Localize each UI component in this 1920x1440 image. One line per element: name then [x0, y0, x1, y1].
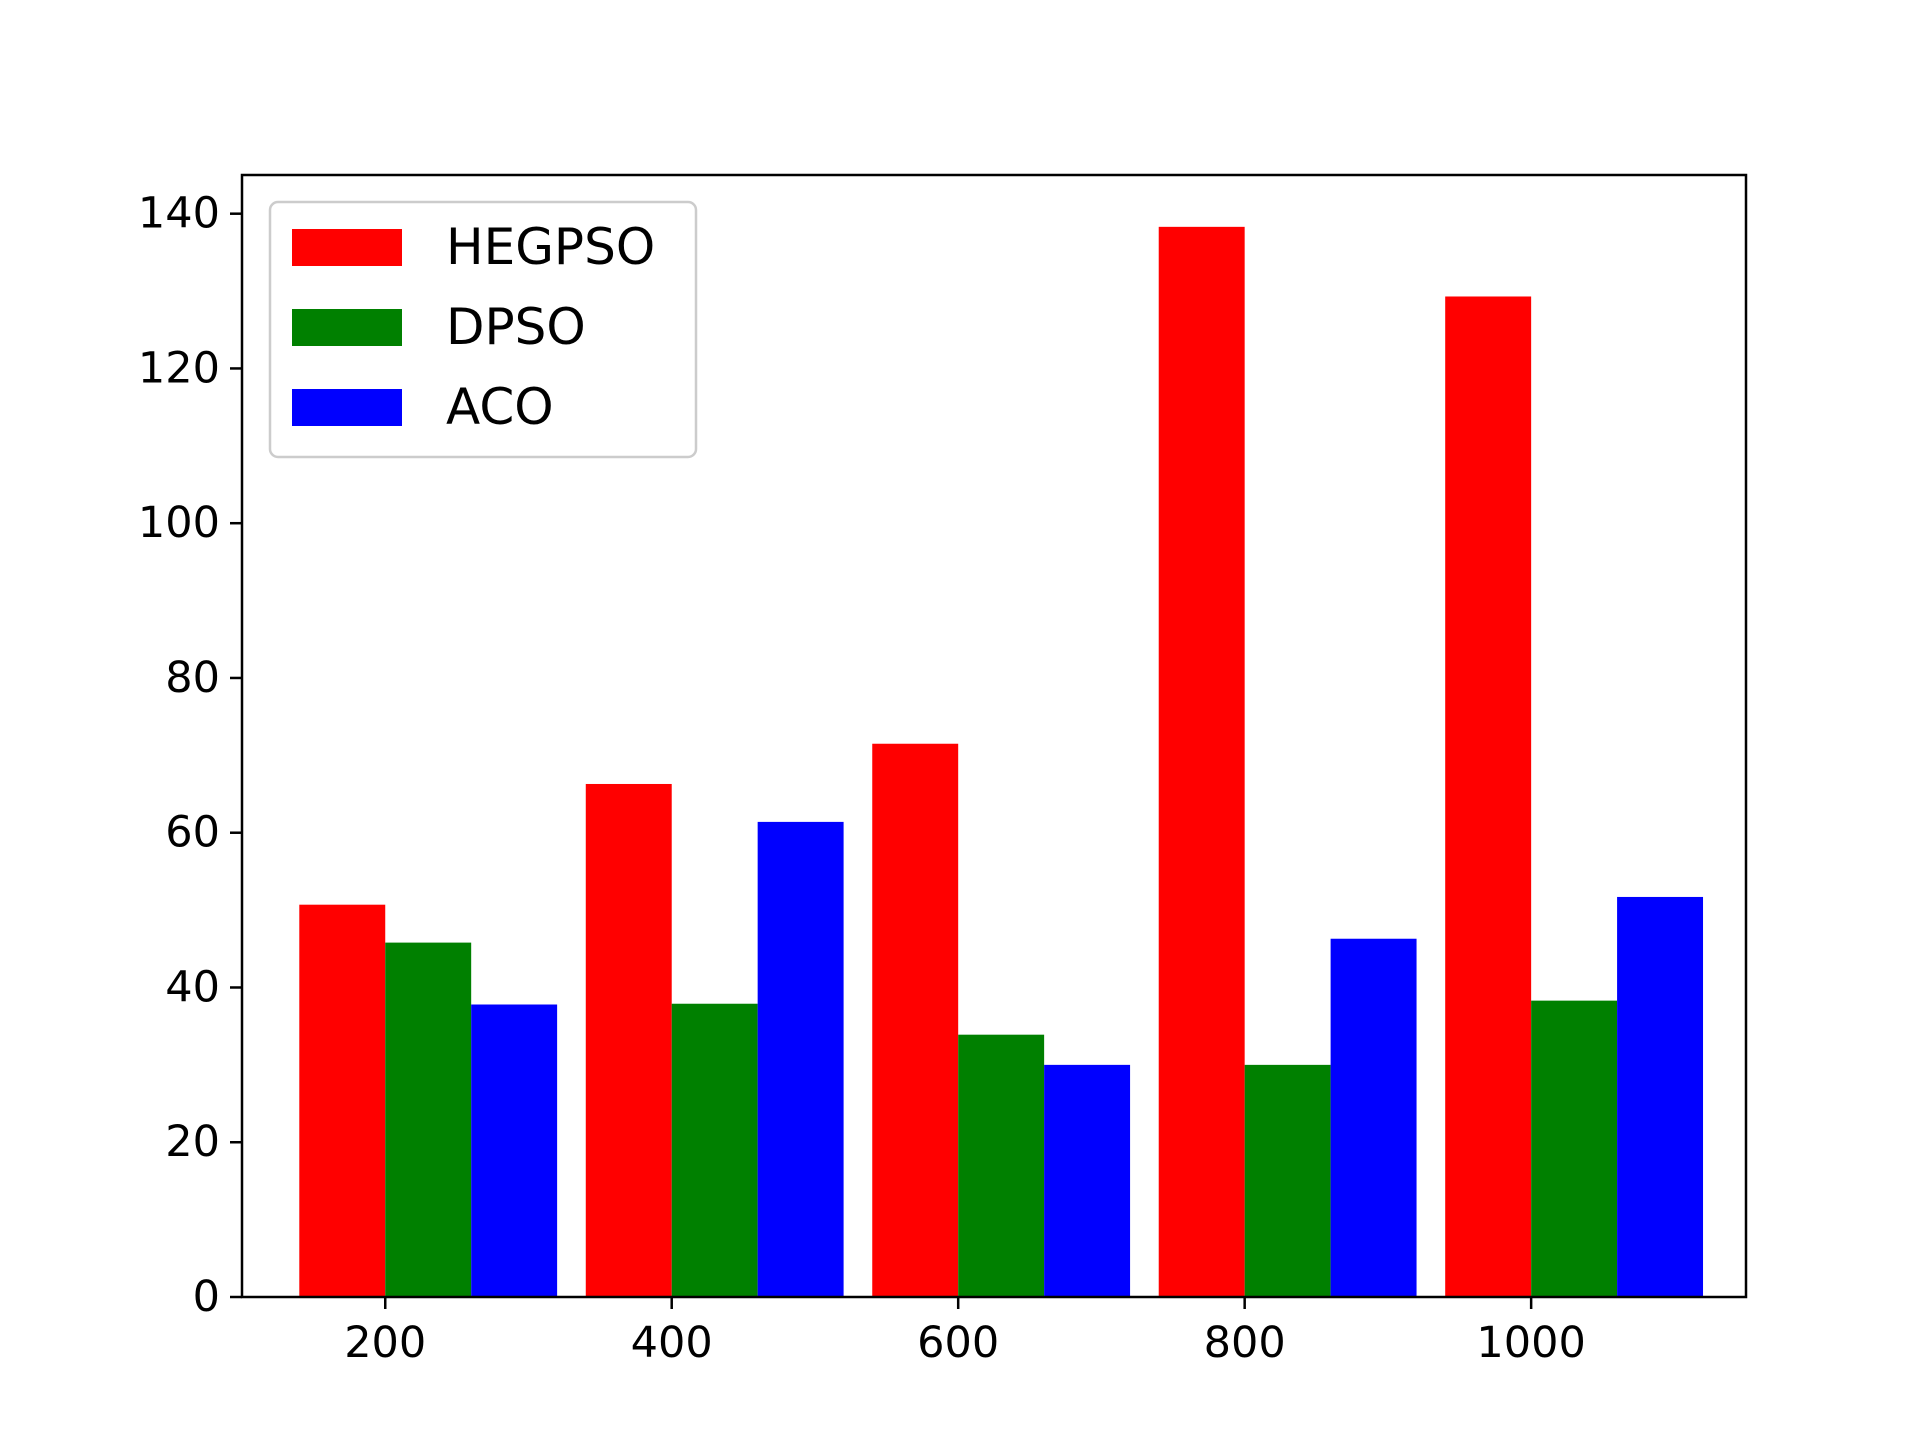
bar-aco-200 [471, 1004, 558, 1297]
y-tick-label: 80 [165, 653, 220, 703]
bar-aco-800 [1330, 938, 1417, 1297]
y-axis: 0 20 40 60 80 100 120 140 [138, 189, 242, 1322]
bar-dpso-1000 [1531, 1000, 1618, 1297]
bar-aco-400 [757, 821, 844, 1297]
legend-label-dpso: DPSO [446, 298, 586, 356]
plot-frame [240, 173, 1748, 1299]
bar-aco-1000 [1617, 896, 1704, 1297]
x-tick-label: 200 [344, 1318, 426, 1368]
y-tick-label: 40 [165, 962, 220, 1012]
legend-label-aco: ACO [446, 378, 554, 436]
bar-dpso-600 [958, 1034, 1045, 1297]
x-tick-label: 800 [1204, 1318, 1286, 1368]
bar-dpso-800 [1244, 1064, 1331, 1297]
legend-swatch-dpso [292, 309, 402, 346]
y-tick-label: 140 [138, 189, 220, 239]
legend-swatch-aco [292, 389, 402, 426]
bar-hegpso-600 [872, 743, 959, 1297]
y-tick-label: 20 [165, 1117, 220, 1167]
legend-swatch-hegpso [292, 229, 402, 266]
bar-hegpso-400 [585, 783, 672, 1297]
bar-hegpso-200 [299, 904, 386, 1297]
bar-dpso-200 [385, 942, 472, 1297]
y-tick-label: 60 [165, 808, 220, 858]
y-tick-label: 100 [138, 498, 220, 548]
bars-layer [299, 226, 1704, 1298]
bar-hegpso-1000 [1445, 296, 1532, 1298]
bar-aco-600 [1044, 1064, 1131, 1297]
y-tick-label: 0 [193, 1272, 220, 1322]
x-axis: 200 400 600 800 1000 [344, 1297, 1586, 1368]
bar-hegpso-800 [1158, 226, 1245, 1298]
x-tick-label: 600 [917, 1318, 999, 1368]
legend-label-hegpso: HEGPSO [446, 218, 655, 276]
y-tick-label: 120 [138, 343, 220, 393]
x-tick-label: 1000 [1476, 1318, 1585, 1368]
legend: HEGPSO DPSO ACO [268, 200, 698, 459]
x-tick-label: 400 [631, 1318, 713, 1368]
bar-dpso-400 [671, 1003, 758, 1297]
